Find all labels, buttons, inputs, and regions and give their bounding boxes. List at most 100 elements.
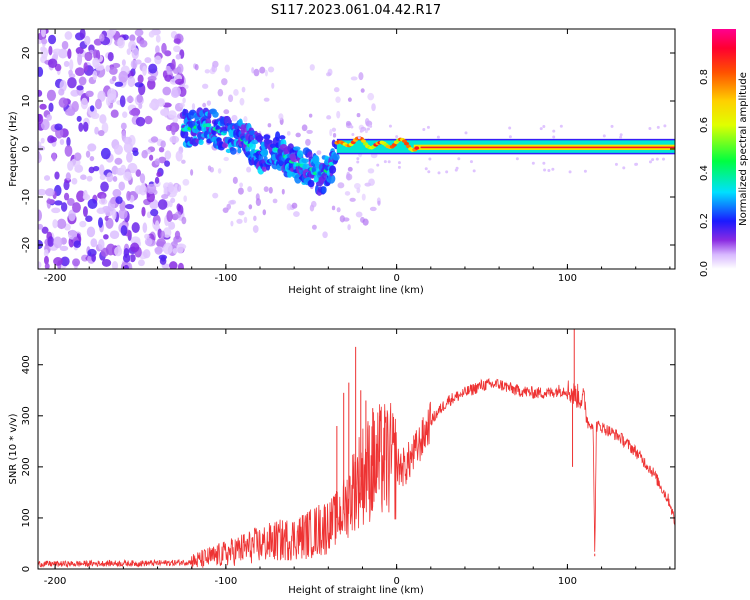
spectrogram-blob <box>263 186 269 192</box>
spectrogram-blob <box>259 66 266 74</box>
spectrogram-blob <box>635 162 639 166</box>
stable-band-wiggle <box>404 141 410 146</box>
spectrogram-blob <box>169 135 180 144</box>
spectrogram-blob <box>331 205 336 211</box>
spectrogram-blob <box>71 177 78 185</box>
spectrogram-blob <box>366 127 370 131</box>
spectrogram-blob <box>336 110 341 119</box>
spectrogram-blob <box>552 129 556 133</box>
spectrogram-blob <box>161 193 169 200</box>
spectrogram-y-label: Frequency (Hz) <box>8 111 19 187</box>
spectrogram-blob <box>255 198 262 206</box>
spectrogram-blob <box>264 69 268 77</box>
spectrogram-blob <box>48 45 53 56</box>
spectrogram-blob <box>105 29 116 37</box>
spectrogram-blob <box>191 103 196 111</box>
spectrogram-blob <box>128 40 137 51</box>
spectrogram-ridge-blob <box>307 151 313 158</box>
spectrogram-blob <box>181 159 186 164</box>
spectrogram-blob <box>237 187 244 195</box>
spectrogram-blob <box>123 264 129 269</box>
colorbar-tick-label: 0.8 <box>699 69 710 85</box>
spectrogram-blob <box>369 124 373 128</box>
spectrogram-ridge-blob <box>279 135 286 140</box>
spectrogram-blob <box>469 160 473 164</box>
spectrogram-blob <box>371 103 376 112</box>
snr-y-tick-label: 300 <box>21 406 32 425</box>
spectrogram-blob <box>111 75 117 82</box>
spectrogram-blob <box>144 237 153 246</box>
spectrogram-x-label: Height of straight line (km) <box>288 285 424 296</box>
spectrogram-blob <box>160 255 166 262</box>
spectrogram-blob <box>54 200 63 206</box>
spectrogram-blob <box>67 77 77 89</box>
spectrogram-blob <box>326 115 332 120</box>
spectrogram-blob <box>175 54 182 60</box>
spectrogram-blob <box>437 171 441 175</box>
spectrogram-blob <box>369 206 377 212</box>
spectrogram-blob <box>268 186 273 194</box>
snr-y-tick-label: 400 <box>21 355 32 374</box>
spectrogram-blob <box>105 65 111 72</box>
colorbar-tick-label: 0.4 <box>699 165 710 181</box>
spectrogram-blob <box>228 94 234 103</box>
snr-x-label: Height of straight line (km) <box>288 585 424 596</box>
spectrogram-blob <box>311 224 317 230</box>
spectrogram-blob <box>236 218 243 224</box>
spectrogram-blob <box>38 89 43 97</box>
spectrogram-blob <box>68 69 73 76</box>
spectrogram-blob <box>445 170 449 174</box>
spectrogram-blob <box>347 224 351 231</box>
spectrogram-blob <box>83 189 88 200</box>
spectrogram-blob <box>126 95 134 103</box>
spectrogram-blob <box>75 47 84 55</box>
spectrogram-y-tick-label: -20 <box>21 237 32 253</box>
spectrogram-blob <box>74 67 85 76</box>
spectrogram-blob <box>123 141 134 153</box>
spectrogram-blob <box>38 239 44 250</box>
spectrogram-blob <box>85 215 93 222</box>
spectrogram-ridge-blob <box>251 139 259 145</box>
spectrogram-blob <box>202 102 207 108</box>
spectrogram-blob <box>158 156 167 164</box>
spectrogram-blob <box>99 33 105 42</box>
spectrogram-blob <box>49 136 57 143</box>
spectrogram-blob <box>46 198 56 205</box>
spectrogram-ridge-blob <box>332 153 340 161</box>
spectrogram-blob <box>135 116 146 127</box>
spectrogram-blob <box>171 58 176 71</box>
spectrogram-blob <box>347 166 353 172</box>
spectrogram-ridge-blob <box>230 147 237 155</box>
spectrogram-blob <box>310 200 317 208</box>
colorbar-gradient <box>712 29 736 269</box>
spectrogram-blob <box>38 188 47 196</box>
spectrogram-blob <box>67 197 75 206</box>
spectrogram-blob <box>56 218 67 230</box>
spectrogram-blob <box>367 168 375 174</box>
spectrogram-blob <box>80 97 89 110</box>
snr-x-tick-label: -200 <box>44 576 67 587</box>
spectrogram-blob <box>350 125 354 129</box>
spectrogram-ridge-blob <box>237 148 242 154</box>
spectrogram-ridge-blob <box>294 174 302 184</box>
spectrogram-blob <box>148 30 155 38</box>
spectrogram-ridge-blob <box>275 131 281 142</box>
spectrogram-blob <box>345 173 353 181</box>
spectrogram-blob <box>344 191 351 196</box>
spectrogram-blob <box>126 48 131 56</box>
stable-band-wiggle <box>361 139 367 143</box>
spectrogram-blob <box>141 206 146 217</box>
spectrogram-blob <box>426 125 430 129</box>
spectrogram-blob <box>54 123 63 131</box>
spectrogram-blob <box>154 55 162 65</box>
spectrogram-blob <box>146 183 157 194</box>
snr-y-tick-label: 0 <box>21 566 32 572</box>
spectrogram-blob <box>662 157 666 161</box>
spectrogram-y-tick-label: -10 <box>21 189 32 205</box>
spectrogram-blob <box>103 234 109 240</box>
spectrogram-blob <box>387 160 391 164</box>
spectrogram-blob <box>171 125 176 136</box>
spectrogram-blob <box>97 207 104 214</box>
spectrogram-blob <box>172 115 179 123</box>
spectrogram-blob <box>368 178 375 186</box>
